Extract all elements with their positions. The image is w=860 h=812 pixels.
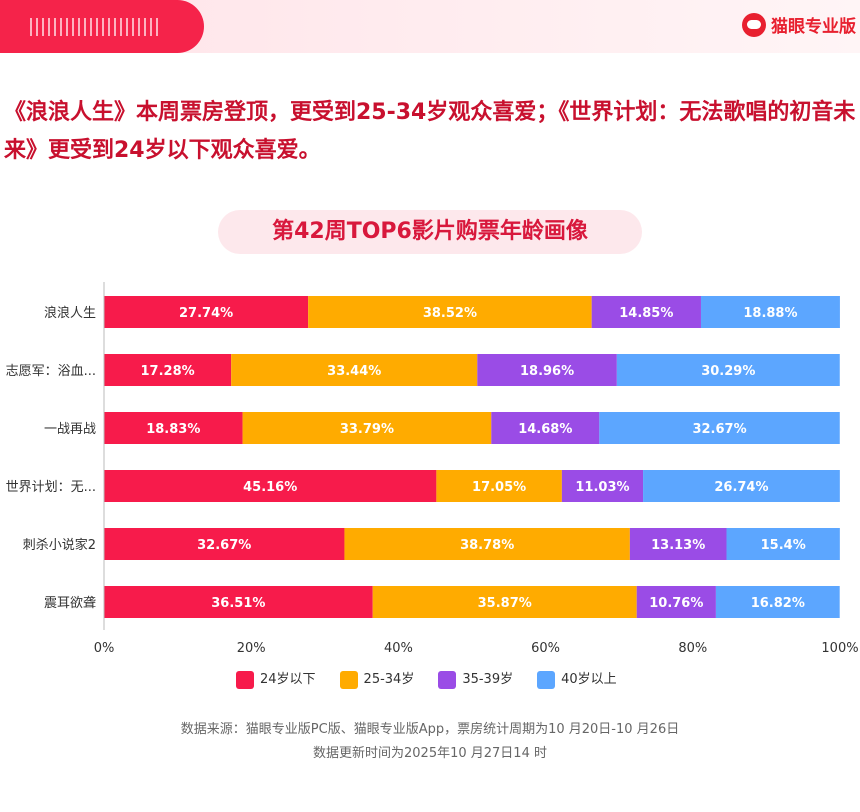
category-label: 浪浪人生 [44,306,96,321]
bar-segment [104,470,437,502]
headline: 《浪浪人生》本周票房登顶，更受到25-34岁观众喜爱；《世界计划：无法歌唱的初音… [4,100,856,163]
header-pill [0,0,204,53]
bar-segment [636,586,716,618]
bar-segment [643,470,840,502]
data-label: 18.83% [146,422,200,437]
bar-segment [629,528,727,560]
bar-segment [104,412,243,444]
source-note: 数据来源：猫眼专业版PC版、猫眼专业版App，票房统计周期为10 月20日-10… [180,722,680,737]
bar-segment [344,528,630,560]
bar-segment [715,586,840,618]
data-label: 18.88% [743,306,797,321]
bar-segment [591,296,701,328]
category-label: 世界计划：无... [6,480,96,495]
legend-item: 40岁以上 [537,668,617,689]
bar-segment [308,296,592,328]
legend-swatch [236,670,254,689]
bar-segment [104,586,373,618]
data-label: 15.4% [761,538,806,553]
update-note: 数据更新时间为2025年10 月27日14 时 [313,746,547,761]
bar-segment [104,528,345,560]
data-label: 32.67% [692,422,746,437]
brand-logo: 猫眼专业版 [742,12,856,37]
legend: 24岁以下 25-34岁 35-39岁 40岁以上 [236,668,617,689]
data-label: 14.85% [619,306,673,321]
data-label: 27.74% [179,306,233,321]
bar-segment [491,412,600,444]
bar-segment [700,296,840,328]
legend-item: 25-34岁 [339,668,415,689]
data-label: 13.13% [651,538,705,553]
legend-swatch [339,670,358,689]
data-label: 10.76% [649,596,703,611]
chart-title: 第42周TOP6影片购票年龄画像 [218,210,642,254]
brand-name: 猫眼专业版 [771,17,856,37]
data-label: 11.03% [575,480,629,495]
bar-segment [372,586,637,618]
legend-label: 25-34岁 [363,672,415,687]
data-label: 17.28% [141,364,195,379]
data-label: 32.67% [197,538,251,553]
data-label: 33.44% [327,364,381,379]
x-tick-label: 100% [821,641,858,656]
legend-label: 35-39岁 [462,672,514,687]
x-tick-label: 40% [384,641,413,656]
data-label: 17.05% [472,480,526,495]
data-label: 18.96% [520,364,574,379]
pill-decoration [30,18,160,36]
data-label: 26.74% [714,480,768,495]
data-label: 33.79% [340,422,394,437]
data-label: 36.51% [211,596,265,611]
bar-segment [231,354,478,386]
category-label: 一战再战 [44,422,96,437]
legend-label: 24岁以下 [260,672,316,687]
x-tick-label: 0% [94,641,115,656]
legend-item: 24岁以下 [236,668,316,689]
legend-item: 35-39岁 [438,668,513,689]
bar-segment [104,296,309,328]
category-label: 震耳欲聋 [44,595,96,611]
legend-swatch [438,670,457,689]
bar-segment [599,412,840,444]
x-tick-label: 60% [531,641,560,656]
data-label: 16.82% [751,596,805,611]
cat-logo-icon [742,12,766,37]
data-label: 14.68% [518,422,572,437]
data-label: 45.16% [243,480,297,495]
x-tick-label: 20% [237,641,266,656]
category-label: 志愿军：浴血... [6,364,96,379]
bar-segment [726,528,840,560]
legend-swatch [537,670,556,689]
data-label: 38.78% [460,538,514,553]
data-label: 30.29% [701,364,755,379]
bar-segment [616,354,840,386]
bar-segment [436,470,562,502]
bar-segment [477,354,617,386]
bar-segment [242,412,492,444]
legend-label: 40岁以上 [561,672,617,687]
bar-segment [561,470,644,502]
bar-segment [104,354,232,386]
data-label: 38.52% [423,306,477,321]
category-label: 刺杀小说家2 [23,537,96,553]
x-tick-label: 80% [678,641,707,656]
data-label: 35.87% [478,596,532,611]
